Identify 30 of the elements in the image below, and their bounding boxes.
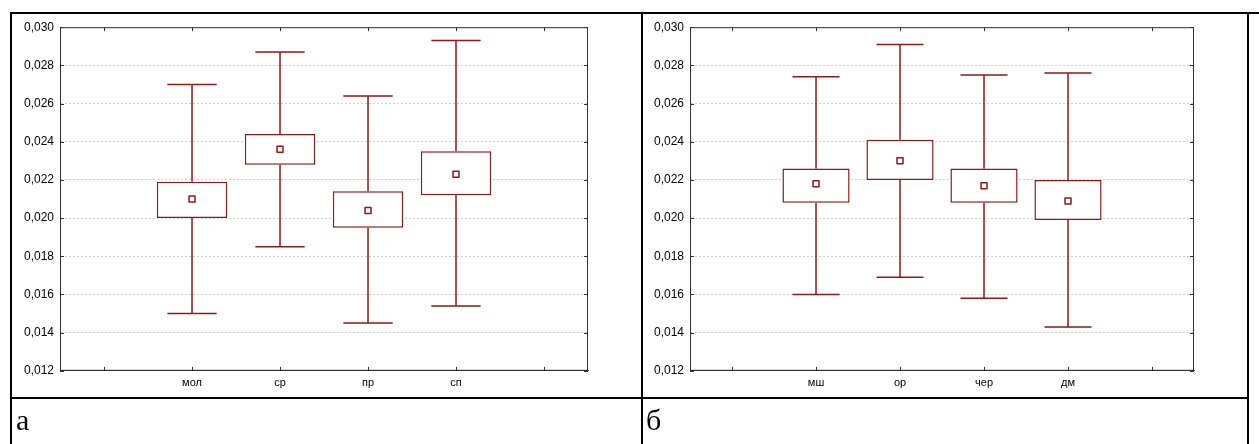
y-tick-label: 0,012: [24, 363, 55, 378]
x-tick-label: дм: [1061, 376, 1075, 389]
text: а: [16, 403, 30, 436]
y-tick-label: 0,024: [654, 134, 685, 149]
y-tick-label: 0,022: [24, 172, 55, 187]
y-tick-label: 0,020: [24, 210, 55, 225]
y-tick-label: 0,028: [654, 57, 685, 72]
x-tick-label: пр: [361, 376, 375, 389]
y-tick-label: 0,018: [24, 248, 55, 263]
x-tick-label: мш: [807, 376, 825, 389]
x-tick-label: чер: [975, 376, 993, 389]
y-tick-label: 0,014: [24, 324, 55, 339]
x-tick-label: сп: [450, 376, 462, 389]
y-tick-label: 0,030: [24, 19, 55, 34]
x-tick-label: ср: [274, 376, 286, 389]
y-tick-label: 0,014: [654, 324, 685, 339]
y-tick-label: 0,012: [654, 363, 685, 378]
text: б: [646, 403, 662, 436]
x-tick-label: ор: [893, 376, 907, 389]
y-tick-label: 0,020: [654, 210, 685, 225]
y-tick-label: 0,016: [24, 286, 55, 301]
y-tick-label: 0,030: [654, 19, 685, 34]
x-tick-label: мол: [182, 376, 202, 389]
y-tick-label: 0,026: [654, 95, 685, 110]
y-tick-label: 0,018: [654, 248, 685, 263]
y-tick-label: 0,016: [654, 286, 685, 301]
y-tick-label: 0,028: [24, 57, 55, 72]
y-tick-label: 0,026: [24, 95, 55, 110]
y-tick-label: 0,022: [654, 172, 685, 187]
y-tick-label: 0,024: [24, 134, 55, 149]
